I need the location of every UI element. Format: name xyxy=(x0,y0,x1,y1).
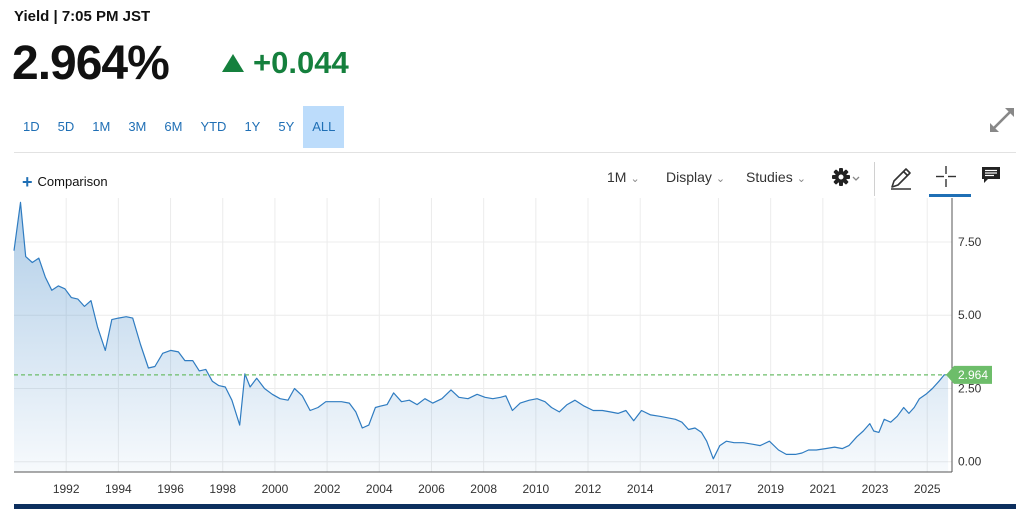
x-tick-label: 2019 xyxy=(757,482,784,496)
range-ytd[interactable]: YTD xyxy=(200,119,227,134)
gear-icon xyxy=(832,168,860,186)
comparison-button[interactable]: + Comparison xyxy=(22,172,108,193)
x-tick-label: 2025 xyxy=(914,482,941,496)
interval-dropdown[interactable]: 1M ⌄ xyxy=(607,169,640,185)
y-tick-label: 7.50 xyxy=(958,235,982,249)
expand-icon[interactable] xyxy=(988,106,1016,134)
range-1d[interactable]: 1D xyxy=(23,119,40,134)
comment-icon xyxy=(982,167,1000,183)
crosshair-tool-button[interactable] xyxy=(936,164,964,192)
footer-bar xyxy=(14,504,1016,509)
divider xyxy=(14,152,1016,153)
x-tick-label: 2008 xyxy=(470,482,497,496)
x-tick-label: 2006 xyxy=(418,482,445,496)
plus-icon: + xyxy=(22,172,33,192)
x-tick-label: 2004 xyxy=(366,482,393,496)
active-tool-indicator xyxy=(929,194,971,197)
studies-dropdown[interactable]: Studies ⌄ xyxy=(746,169,806,185)
crosshair-icon xyxy=(936,166,956,187)
last-value-badge xyxy=(946,365,992,384)
chevron-down-icon: ⌄ xyxy=(715,173,726,185)
x-tick-label: 2000 xyxy=(262,482,289,496)
y-tick-label: 5.00 xyxy=(958,308,982,322)
x-tick-label: 2017 xyxy=(705,482,732,496)
x-tick-label: 2010 xyxy=(522,482,549,496)
quote-title: Yield | 7:05 PM JST xyxy=(14,8,151,25)
studies-label: Studies xyxy=(746,169,793,185)
x-tick-label: 1996 xyxy=(157,482,184,496)
series-line xyxy=(13,201,949,460)
x-tick-label: 2014 xyxy=(627,482,654,496)
chevron-down-icon: ⌄ xyxy=(796,173,806,185)
x-tick-label: 2012 xyxy=(575,482,602,496)
x-tick-label: 1998 xyxy=(209,482,236,496)
range-5d[interactable]: 5D xyxy=(57,119,75,134)
range-all[interactable]: ALL xyxy=(303,106,345,148)
display-label: Display xyxy=(666,169,712,185)
price-value: 2.964% xyxy=(12,37,170,90)
up-arrow-icon xyxy=(222,54,244,72)
y-tick-label: 2.50 xyxy=(958,381,982,395)
range-5y[interactable]: 5Y xyxy=(278,119,295,134)
price-change: +0.044 xyxy=(253,45,349,80)
x-tick-label: 1992 xyxy=(53,482,80,496)
range-selector: 1D 5D 1M 3M 6M YTD 1Y 5Y ALL xyxy=(14,106,345,148)
range-6m[interactable]: 6M xyxy=(164,119,183,134)
last-value-label: 2.964 xyxy=(958,368,988,382)
toolbar-separator xyxy=(874,162,875,196)
range-1y[interactable]: 1Y xyxy=(244,119,261,134)
chevron-down-icon: ⌄ xyxy=(630,173,640,185)
x-tick-label: 1994 xyxy=(105,482,132,496)
yield-chart: 1992 1994 1996 1998 2000 2002 2004 2006 2008 2010… xyxy=(13,198,992,496)
x-tick-label: 2002 xyxy=(314,482,341,496)
range-3m[interactable]: 3M xyxy=(128,119,147,134)
display-dropdown[interactable]: Display ⌄ xyxy=(666,169,725,185)
interval-label: 1M xyxy=(607,169,627,185)
y-tick-label: 0.00 xyxy=(958,455,982,469)
draw-tool-button[interactable] xyxy=(887,164,915,192)
comments-button[interactable] xyxy=(980,164,1008,192)
pencil-icon xyxy=(891,168,911,190)
comparison-label: Comparison xyxy=(37,174,108,189)
x-tick-label: 2023 xyxy=(862,482,889,496)
x-tick-label: 2021 xyxy=(809,482,836,496)
range-1m[interactable]: 1M xyxy=(92,119,111,134)
series-area xyxy=(14,202,949,472)
settings-dropdown[interactable] xyxy=(830,164,860,192)
